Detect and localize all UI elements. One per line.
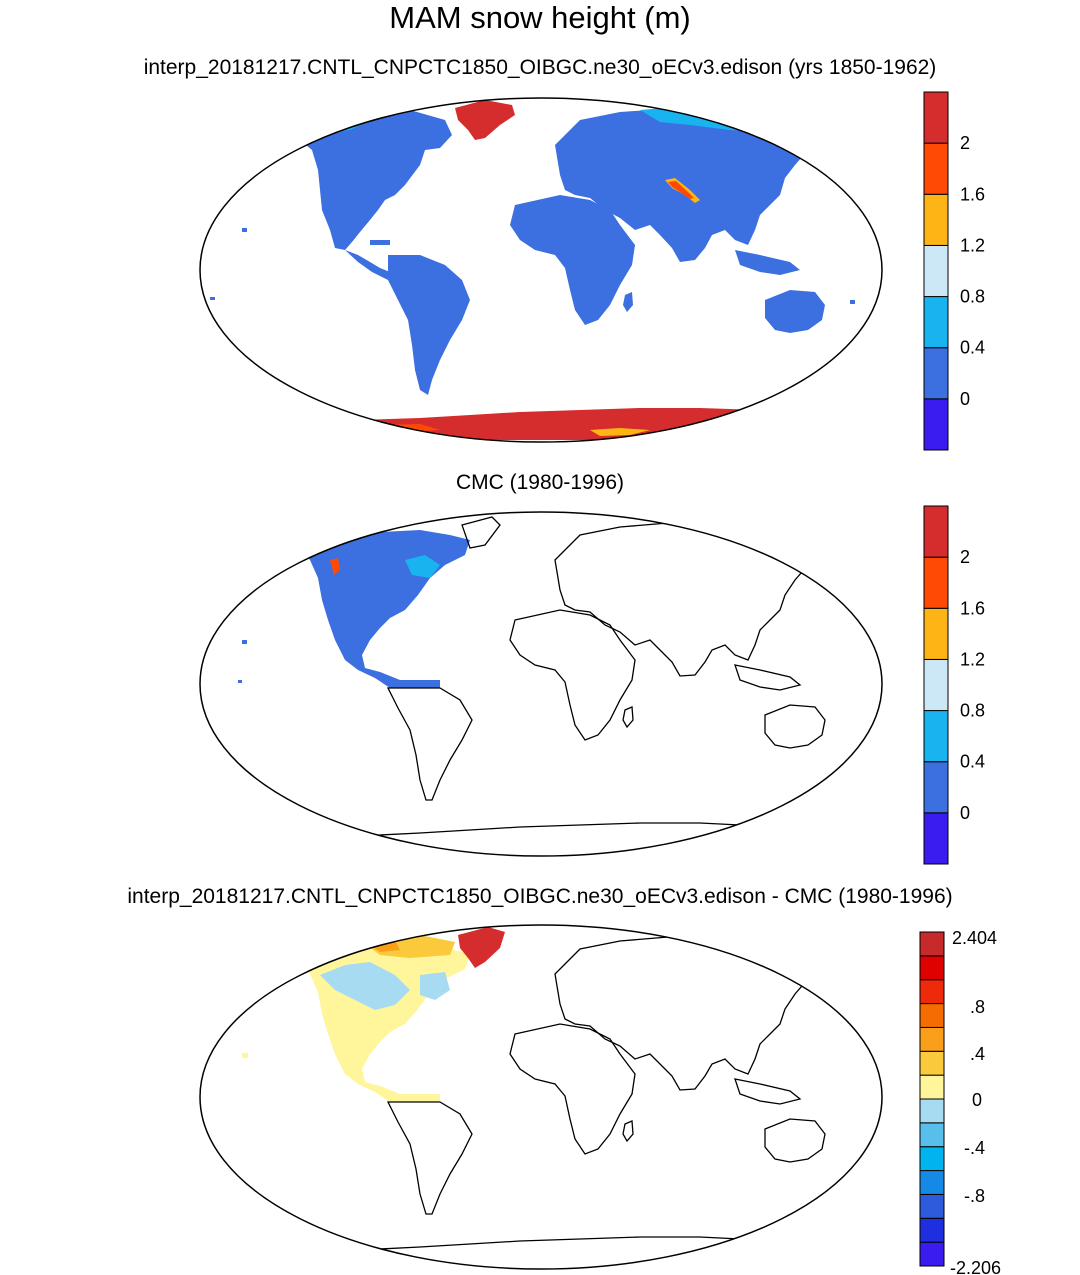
colorbar-label: 0 — [972, 1090, 982, 1110]
colorbar-swatch — [923, 607, 949, 660]
panel2-colorbar: 0 0.4 0.8 1.2 1.6 2 — [923, 505, 985, 865]
colorbar-swatch — [919, 1170, 945, 1195]
colorbar-swatch — [919, 1074, 945, 1100]
colorbar-swatch — [923, 142, 949, 195]
panel1-map-border — [199, 97, 883, 443]
panel1-colorbar: 0 0.4 0.8 1.2 1.6 2 — [923, 91, 985, 451]
colorbar-swatch — [923, 556, 949, 609]
colorbar-label: 1.2 — [960, 649, 985, 669]
colorbar-swatch — [923, 296, 949, 349]
colorbar-label: .8 — [970, 997, 985, 1017]
colorbar-label: 1.2 — [960, 235, 985, 255]
colorbar-label: 0 — [960, 389, 970, 409]
panel1-title: interp_20181217.CNTL_CNPCTC1850_OIBGC.ne… — [143, 56, 937, 79]
central-america-land — [345, 250, 395, 280]
panel2-map — [199, 511, 883, 857]
colorbar-swatch — [919, 1122, 945, 1148]
colorbar-swatch — [923, 193, 949, 246]
colorbar-swatch — [923, 710, 949, 763]
colorbar-swatch — [919, 955, 945, 981]
colorbar-label: .4 — [970, 1044, 985, 1064]
colorbar-label: 1.6 — [960, 184, 985, 204]
colorbar-label: 0.4 — [960, 752, 985, 772]
colorbar-swatch — [923, 347, 949, 400]
colorbar-swatch — [919, 1026, 945, 1052]
panel3-colorbar: 2.404 .8 .4 0 -.4 -.8 -2.206 — [919, 928, 1001, 1275]
colorbar-swatch — [923, 398, 949, 451]
colorbar-swatch — [923, 761, 949, 814]
colorbar-swatch — [919, 1003, 945, 1028]
colorbar-swatch — [919, 931, 945, 957]
cmc-north-america-land — [300, 530, 470, 688]
colorbar-swatch — [919, 1241, 945, 1267]
panel3-title: interp_20181217.CNTL_CNPCTC1850_OIBGC.ne… — [127, 885, 953, 908]
africa-land — [510, 195, 635, 325]
colorbar-swatch — [919, 1098, 945, 1124]
greenland-land — [455, 100, 515, 140]
colorbar-label: 2 — [960, 547, 970, 567]
colorbar-label: -.4 — [964, 1138, 985, 1158]
south-america-land — [388, 255, 470, 395]
colorbar-swatch — [923, 812, 949, 865]
colorbar-label: 0.4 — [960, 338, 985, 358]
colorbar-swatch — [923, 91, 949, 144]
colorbar-swatch — [919, 1217, 945, 1243]
colorbar-label: -.8 — [964, 1186, 985, 1206]
panel1-map — [199, 97, 883, 443]
colorbar-swatch — [923, 505, 949, 558]
colorbar-label: 1.6 — [960, 598, 985, 618]
colorbar-label: 0.8 — [960, 287, 985, 307]
antarctica-land — [260, 408, 830, 440]
colorbar-swatch — [919, 1050, 945, 1076]
colorbar-swatch — [919, 1146, 945, 1172]
page-title: MAM snow height (m) — [389, 0, 691, 35]
diff-north-america-land — [300, 944, 470, 1102]
panel2-map-border — [199, 511, 883, 857]
panel2-title: CMC (1980-1996) — [455, 471, 625, 494]
colorbar-swatch — [923, 658, 949, 712]
colorbar-label: 2.404 — [952, 928, 997, 948]
colorbar-swatch — [923, 244, 949, 298]
north-america-land — [280, 110, 452, 250]
australia-land — [765, 290, 825, 333]
panel3-map — [199, 924, 883, 1270]
colorbar-swatch — [919, 979, 945, 1005]
colorbar-label: -2.206 — [950, 1258, 1001, 1275]
colorbar-label: 2 — [960, 133, 970, 153]
diff-greenland-land — [458, 927, 505, 968]
colorbar-label: 0 — [960, 803, 970, 823]
colorbar-label: 0.8 — [960, 701, 985, 721]
panel3-map-border — [199, 924, 883, 1270]
eurasia-land — [555, 108, 815, 262]
colorbar-swatch — [919, 1193, 945, 1219]
